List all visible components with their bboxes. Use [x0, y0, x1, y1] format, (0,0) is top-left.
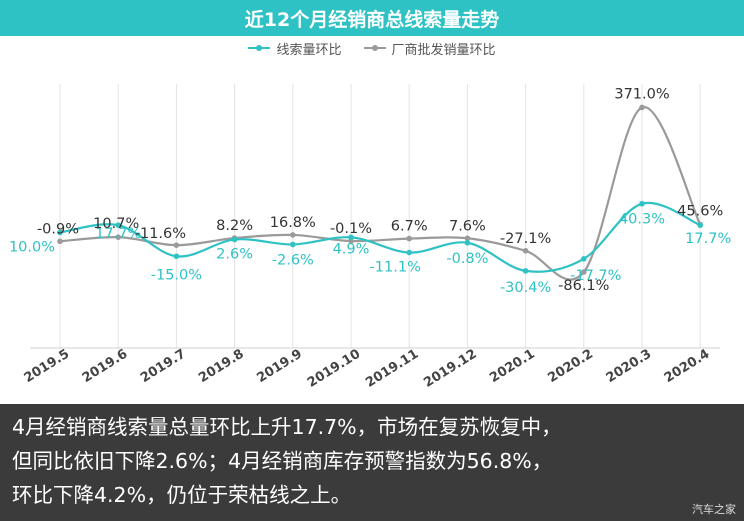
watermark: 汽车之家 — [692, 503, 736, 516]
legend-swatch-series1 — [248, 43, 271, 53]
data-label-wholesale: -0.1% — [330, 221, 372, 237]
data-point-leads — [348, 234, 354, 241]
data-label-wholesale: 6.7% — [391, 219, 428, 235]
data-point-wholesale — [406, 235, 413, 242]
data-point-leads — [464, 239, 471, 246]
data-point-leads — [522, 268, 529, 274]
line-chart: 2019.5 2019.6 2019.7 2019.8 2019.9 2019.10 201… — [9, 84, 731, 391]
legend-label-series1: 线索量环比 — [276, 42, 342, 58]
data-point-wholesale — [522, 247, 529, 254]
x-tick-label: 2019.6 — [80, 347, 130, 386]
data-point-leads — [231, 236, 238, 243]
data-label-wholesale: -27.1% — [500, 231, 551, 247]
x-tick-label: 2019.9 — [254, 347, 304, 386]
x-tick-label: 2019.5 — [22, 347, 72, 386]
chart-title: 近12个月经销商总线索量走势 — [0, 0, 744, 36]
data-point-leads — [406, 249, 413, 256]
data-label-leads: -30.4% — [500, 280, 551, 296]
caption-line-1: 4月经销商线索量总量环比上升17.7%，市场在复苏恢复中， — [12, 415, 562, 439]
series-line-wholesale — [59, 106, 702, 281]
x-tick-label: 2020.4 — [662, 347, 712, 386]
caption-box: 4月经销商线索量总量环比上升17.7%，市场在复苏恢复中， 但同比依旧下降2.6… — [0, 404, 744, 521]
x-tick-label: 2019.7 — [138, 347, 188, 386]
legend-swatch-series2 — [363, 43, 386, 53]
data-label-leads: 40.3% — [619, 212, 665, 228]
data-point-leads — [697, 222, 703, 228]
legend-item-series2: 厂商批发销量环比 — [363, 39, 496, 58]
x-tick-label: 2019.8 — [196, 347, 246, 386]
data-label-wholesale: -11.6% — [135, 226, 186, 242]
caption-line-3: 环比下降4.2%，仍位于荣枯线之上。 — [12, 483, 352, 507]
data-label-leads: 17.7% — [95, 226, 141, 242]
data-label-leads: -15.0% — [151, 267, 202, 283]
data-label-leads: -0.8% — [446, 251, 488, 267]
data-label-wholesale: 16.8% — [270, 215, 316, 231]
x-tick-label: 2019.10 — [305, 347, 363, 391]
data-point-wholesale — [581, 269, 587, 275]
data-point-leads — [639, 200, 645, 207]
data-point-wholesale — [464, 235, 471, 242]
legend-label-series2: 厂商批发销量环比 — [391, 42, 496, 58]
data-label-leads: 17.7% — [685, 231, 731, 247]
x-tick-label: 2020.2 — [545, 347, 595, 386]
data-point-leads — [115, 222, 121, 228]
data-point-leads — [57, 229, 63, 236]
data-label-leads: 2.6% — [216, 247, 253, 263]
data-point-wholesale — [115, 234, 121, 240]
data-label-wholesale: 45.6% — [677, 204, 723, 220]
legend: 线索量环比 厂商批发销量环比 — [0, 38, 744, 58]
data-label-wholesale: 10.7% — [93, 216, 139, 232]
data-point-leads — [581, 256, 587, 262]
data-label-leads: -2.6% — [272, 252, 314, 268]
data-point-leads — [173, 253, 180, 260]
data-label-wholesale: 7.6% — [449, 218, 486, 234]
caption-line-2: 但同比依旧下降2.6%；4月经销商库存预警指数为56.8%， — [12, 449, 553, 473]
data-label-wholesale: 371.0% — [614, 86, 669, 102]
data-point-leads — [290, 241, 296, 248]
data-point-wholesale — [173, 242, 180, 248]
data-label-wholesale: -0.9% — [37, 221, 79, 237]
data-label-leads: -11.1% — [370, 260, 421, 276]
data-label-leads: 4.9% — [333, 241, 370, 257]
data-point-wholesale — [57, 238, 63, 245]
data-point-wholesale — [639, 104, 645, 111]
series-line-leads — [59, 201, 701, 273]
data-label-wholesale: -86.1% — [558, 278, 609, 294]
x-tick-label: 2019.12 — [421, 347, 479, 391]
legend-item-series1: 线索量环比 — [248, 39, 342, 58]
x-tick-label: 2020.3 — [604, 347, 654, 386]
x-tick-label: 2019.11 — [363, 347, 421, 391]
x-tick-label: 2020.1 — [487, 347, 537, 386]
data-label-wholesale: 8.2% — [216, 218, 253, 234]
data-label-leads: 10.0% — [9, 240, 55, 256]
data-point-wholesale — [290, 232, 296, 238]
data-label-leads: -17.7% — [570, 268, 621, 284]
